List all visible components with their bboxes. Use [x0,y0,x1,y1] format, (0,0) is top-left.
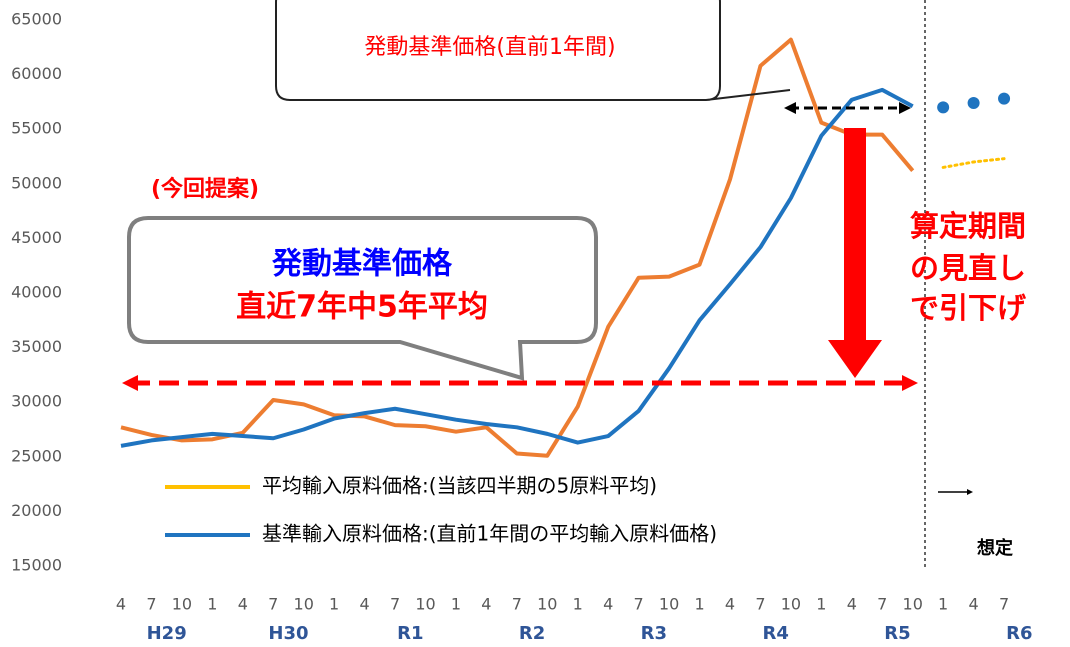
x-tick-label: 1 [573,595,583,614]
x-tick-label: 1 [694,595,704,614]
callout-main-title: 発動基準価格 [271,247,453,282]
y-tick-label: 30000 [11,392,62,411]
fiscal-year-label: R2 [519,623,545,643]
x-tick-label: 4 [116,595,126,614]
x-tick-label: 10 [781,595,801,614]
x-tick-label: 10 [659,595,679,614]
note: 算定期間 [910,209,1026,243]
callout-top [275,0,791,101]
fiscal-year-label: R1 [397,623,423,643]
y-tick-label: 40000 [11,283,62,302]
note: の見直し [910,251,1026,285]
y-tick-label: 25000 [11,446,62,465]
note: で引下げ [910,291,1027,325]
x-tick-label: 1 [816,595,826,614]
x-tick-label: 7 [999,595,1009,614]
y-tick-label: 45000 [11,228,62,247]
x-tick-label: 4 [969,595,979,614]
y-tick-label: 15000 [11,556,62,575]
fiscal-year-label: R3 [641,623,667,643]
x-tick-label: 7 [877,595,887,614]
y-tick-label: 65000 [11,10,62,29]
y-tick-label: 35000 [11,337,62,356]
projection-dot [937,101,950,114]
x-tick-label: 4 [603,595,613,614]
series-line [120,37,915,458]
x-tick-label: 4 [360,595,370,614]
fiscal-year-label: R4 [762,623,788,643]
x-tick-label: 10 [537,595,557,614]
x-tick-label: 7 [146,595,156,614]
y-tick-label: 55000 [11,119,62,138]
x-tick-label: 7 [390,595,400,614]
fiscal-year-label: H29 [147,623,187,643]
callout-main-sub: 直近7年中5年平均 [236,290,488,325]
series-line [120,87,914,448]
legend-label: 基準輸入原料価格:(直前1年間の平均輸入原料価格) [262,522,717,546]
projection-dot [967,96,980,109]
y-tick-label: 20000 [11,501,62,520]
y-tick-label: 50000 [11,173,62,192]
projection-line [941,157,1006,169]
x-tick-label: 10 [415,595,435,614]
x-tick-label: 1 [938,595,948,614]
fiscal-year-label: H30 [268,623,308,643]
y-tick-label: 60000 [11,64,62,83]
x-tick-label: 10 [903,595,923,614]
callout-top-text: 発動基準価格(直前1年間) [364,35,615,60]
x-tick-label: 7 [634,595,644,614]
assumed-text: 想定 [977,537,1013,559]
proposal-text: (今回提案) [151,176,259,202]
x-tick-label: 4 [847,595,857,614]
x-tick-label: 10 [294,595,314,614]
x-tick-label: 10 [172,595,192,614]
projection-dot [998,92,1011,105]
x-tick-label: 1 [207,595,217,614]
x-tick-label: 4 [725,595,735,614]
x-tick-label: 7 [512,595,522,614]
fiscal-year-label: R5 [884,623,910,643]
down-arrow-head [828,340,882,378]
legend-label: 平均輸入原料価格:(当該四半期の5原料平均) [262,474,657,498]
x-tick-label: 7 [268,595,278,614]
callout-main [127,216,598,381]
fiscal-year-label: R6 [1006,623,1032,643]
x-tick-label: 4 [238,595,248,614]
x-tick-label: 1 [451,595,461,614]
x-tick-label: 1 [329,595,339,614]
down-arrow-shaft [844,128,866,340]
x-tick-label: 4 [481,595,491,614]
x-tick-label: 7 [755,595,765,614]
